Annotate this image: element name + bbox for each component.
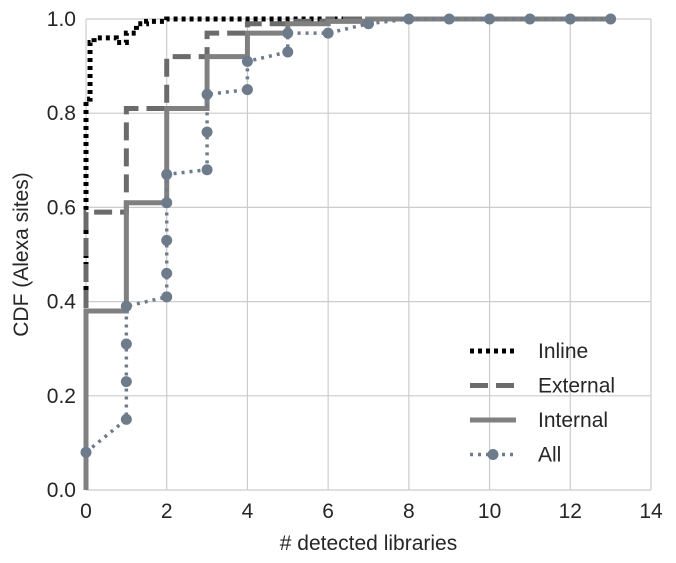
- data-point: [241, 55, 253, 67]
- series-layer: [80, 13, 617, 490]
- data-point: [241, 84, 253, 96]
- x-tick-label: 10: [478, 500, 501, 523]
- data-point: [201, 88, 213, 100]
- data-point: [524, 13, 536, 25]
- tick-labels: 0 2 4 6 8 10 12 14 0.0 0.2 0.4 0.6 0.8 1.0: [47, 8, 663, 523]
- data-point: [484, 13, 496, 25]
- data-point: [120, 300, 132, 312]
- data-point: [161, 234, 173, 246]
- data-point: [201, 164, 213, 176]
- series-line-inline: [83, 16, 611, 490]
- data-point: [201, 126, 213, 138]
- x-tick-label: 4: [242, 500, 254, 523]
- data-point: [282, 46, 294, 58]
- x-tick-label: 12: [559, 500, 582, 523]
- x-tick-label: 0: [80, 500, 92, 523]
- data-point: [161, 291, 173, 303]
- data-point: [161, 197, 173, 209]
- x-axis-label: # detected libraries: [280, 532, 457, 555]
- series-all: [80, 13, 617, 458]
- y-tick-label: 0.0: [47, 479, 76, 502]
- data-point: [282, 27, 294, 39]
- legend-label-all: All: [538, 444, 561, 467]
- x-tick-label: 6: [322, 500, 334, 523]
- data-point: [120, 413, 132, 425]
- data-point: [605, 13, 617, 25]
- data-point: [363, 18, 374, 30]
- data-point: [120, 376, 132, 388]
- y-tick-label: 1.0: [47, 8, 76, 31]
- data-point: [403, 13, 415, 25]
- y-tick-label: 0.8: [47, 102, 76, 125]
- y-tick-label: 0.4: [47, 291, 77, 314]
- y-tick-label: 0.6: [47, 196, 76, 219]
- x-tick-label: 2: [161, 500, 173, 523]
- series-inline: [83, 16, 611, 490]
- data-point: [443, 13, 455, 25]
- data-point: [322, 27, 334, 39]
- y-axis-label: CDF (Alexa sites): [10, 172, 33, 337]
- legend-label-internal: Internal: [538, 409, 608, 432]
- data-point: [161, 168, 173, 180]
- legend-label-inline: Inline: [538, 340, 588, 363]
- x-tick-label: 8: [403, 500, 415, 523]
- legend-marker: [487, 449, 499, 460]
- data-point: [161, 267, 173, 279]
- y-tick-label: 0.2: [47, 385, 76, 408]
- data-point: [80, 446, 92, 458]
- x-tick-label: 14: [639, 500, 663, 523]
- legend-label-external: External: [538, 375, 615, 398]
- data-point: [120, 338, 132, 350]
- legend: Inline External Internal All: [470, 340, 615, 467]
- data-point: [564, 13, 576, 25]
